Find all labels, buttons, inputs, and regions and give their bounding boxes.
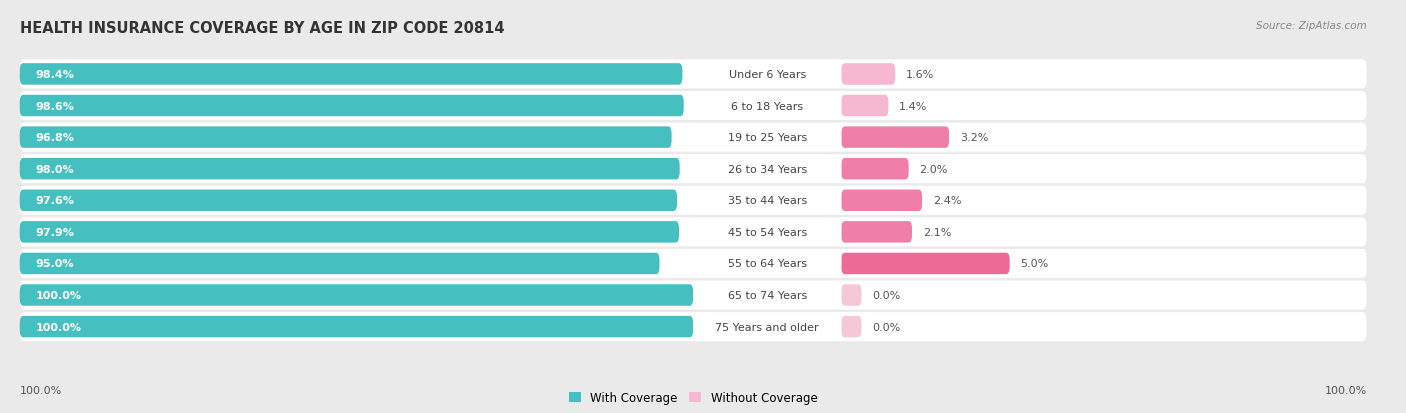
FancyBboxPatch shape: [693, 285, 841, 306]
Text: Source: ZipAtlas.com: Source: ZipAtlas.com: [1256, 21, 1367, 31]
Text: 6 to 18 Years: 6 to 18 Years: [731, 101, 803, 111]
Text: 26 to 34 Years: 26 to 34 Years: [728, 164, 807, 174]
Text: 75 Years and older: 75 Years and older: [716, 322, 820, 332]
FancyBboxPatch shape: [20, 253, 659, 275]
FancyBboxPatch shape: [841, 159, 908, 180]
FancyBboxPatch shape: [20, 249, 1367, 278]
FancyBboxPatch shape: [20, 190, 678, 211]
FancyBboxPatch shape: [20, 127, 672, 149]
FancyBboxPatch shape: [20, 92, 1367, 121]
FancyBboxPatch shape: [20, 186, 1367, 215]
Text: HEALTH INSURANCE COVERAGE BY AGE IN ZIP CODE 20814: HEALTH INSURANCE COVERAGE BY AGE IN ZIP …: [20, 21, 505, 36]
FancyBboxPatch shape: [20, 95, 683, 117]
FancyBboxPatch shape: [20, 155, 1367, 184]
Text: 100.0%: 100.0%: [35, 322, 82, 332]
FancyBboxPatch shape: [20, 281, 1367, 310]
Text: 100.0%: 100.0%: [35, 290, 82, 300]
Text: 1.6%: 1.6%: [905, 70, 934, 80]
FancyBboxPatch shape: [693, 159, 841, 180]
FancyBboxPatch shape: [693, 95, 841, 117]
Text: 2.0%: 2.0%: [920, 164, 948, 174]
Text: 65 to 74 Years: 65 to 74 Years: [728, 290, 807, 300]
Text: 95.0%: 95.0%: [35, 259, 75, 269]
Text: 5.0%: 5.0%: [1021, 259, 1049, 269]
FancyBboxPatch shape: [693, 64, 841, 85]
Text: 0.0%: 0.0%: [872, 322, 901, 332]
FancyBboxPatch shape: [693, 253, 841, 275]
Text: 1.4%: 1.4%: [900, 101, 928, 111]
FancyBboxPatch shape: [693, 222, 841, 243]
FancyBboxPatch shape: [841, 190, 922, 211]
FancyBboxPatch shape: [841, 222, 912, 243]
Text: 96.8%: 96.8%: [35, 133, 75, 143]
FancyBboxPatch shape: [841, 64, 896, 85]
Text: 19 to 25 Years: 19 to 25 Years: [728, 133, 807, 143]
FancyBboxPatch shape: [20, 222, 679, 243]
Legend: With Coverage, Without Coverage: With Coverage, Without Coverage: [569, 392, 817, 404]
Text: 2.1%: 2.1%: [922, 227, 952, 237]
FancyBboxPatch shape: [20, 312, 1367, 341]
Text: 0.0%: 0.0%: [872, 290, 901, 300]
Text: 98.6%: 98.6%: [35, 101, 75, 111]
FancyBboxPatch shape: [20, 64, 682, 85]
FancyBboxPatch shape: [693, 316, 841, 337]
Text: 97.6%: 97.6%: [35, 196, 75, 206]
Text: 35 to 44 Years: 35 to 44 Years: [728, 196, 807, 206]
Text: 55 to 64 Years: 55 to 64 Years: [728, 259, 807, 269]
FancyBboxPatch shape: [20, 123, 1367, 152]
FancyBboxPatch shape: [841, 285, 862, 306]
FancyBboxPatch shape: [20, 316, 693, 337]
Text: 2.4%: 2.4%: [934, 196, 962, 206]
Text: 98.4%: 98.4%: [35, 70, 75, 80]
FancyBboxPatch shape: [693, 190, 841, 211]
Text: Under 6 Years: Under 6 Years: [728, 70, 806, 80]
FancyBboxPatch shape: [693, 127, 841, 149]
Text: 98.0%: 98.0%: [35, 164, 75, 174]
Text: 100.0%: 100.0%: [1324, 385, 1367, 395]
Text: 100.0%: 100.0%: [20, 385, 62, 395]
FancyBboxPatch shape: [20, 218, 1367, 247]
FancyBboxPatch shape: [20, 60, 1367, 89]
FancyBboxPatch shape: [841, 95, 889, 117]
FancyBboxPatch shape: [841, 316, 862, 337]
FancyBboxPatch shape: [841, 253, 1010, 275]
Text: 97.9%: 97.9%: [35, 227, 75, 237]
FancyBboxPatch shape: [841, 127, 949, 149]
Text: 45 to 54 Years: 45 to 54 Years: [728, 227, 807, 237]
Text: 3.2%: 3.2%: [960, 133, 988, 143]
FancyBboxPatch shape: [20, 285, 693, 306]
FancyBboxPatch shape: [20, 159, 679, 180]
